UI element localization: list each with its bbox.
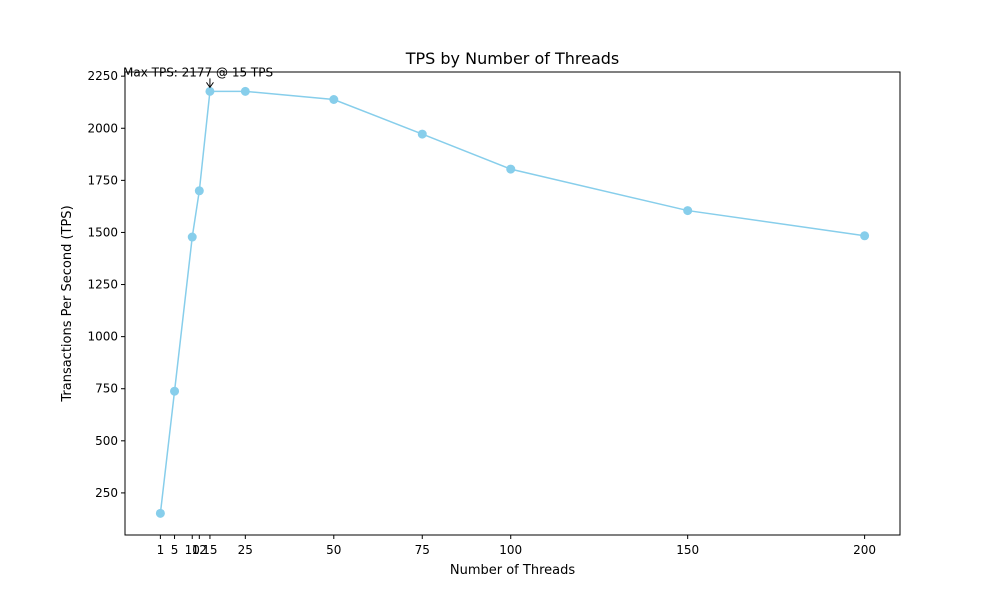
y-tick-label: 500 <box>95 434 118 448</box>
annotation-arrow-head <box>206 82 214 89</box>
y-tick-label: 1250 <box>87 278 118 292</box>
data-point <box>240 86 250 96</box>
data-point <box>187 232 197 242</box>
data-point <box>506 164 516 174</box>
x-tick-label: 200 <box>853 543 876 557</box>
data-point <box>860 231 870 241</box>
x-tick-label: 25 <box>238 543 253 557</box>
x-tick-label: 75 <box>415 543 430 557</box>
y-tick-label: 2250 <box>87 69 118 83</box>
y-tick-label: 1750 <box>87 173 118 187</box>
y-axis-label: Transactions Per Second (TPS) <box>60 205 75 402</box>
series-points <box>155 86 870 518</box>
data-point <box>417 129 427 139</box>
y-tick-label: 2000 <box>87 121 118 135</box>
x-tick-label: 12 <box>192 543 207 557</box>
data-point <box>329 95 339 105</box>
data-point <box>205 86 215 96</box>
y-tick-label: 750 <box>95 382 118 396</box>
x-tick-label: 15 <box>202 543 217 557</box>
data-point <box>683 206 693 216</box>
y-tick-label: 250 <box>95 486 118 500</box>
data-point <box>194 186 204 196</box>
x-axis-label: Number of Threads <box>450 563 575 578</box>
y-axis-ticks: 250 500 750 1000 1250 1500 1750 2000 2250 <box>87 69 125 500</box>
y-tick-label: 1000 <box>87 330 118 344</box>
x-tick-label: 150 <box>676 543 699 557</box>
y-tick-label: 1500 <box>87 225 118 239</box>
x-tick-label: 1 <box>157 543 165 557</box>
x-tick-label: 100 <box>499 543 522 557</box>
data-point <box>155 508 165 518</box>
data-point <box>170 386 180 396</box>
x-tick-label: 10 <box>185 543 200 557</box>
x-tick-label: 50 <box>326 543 341 557</box>
chart-title: TPS by Number of Threads <box>405 49 620 68</box>
plot-frame <box>124 71 901 536</box>
x-tick-label: 5 <box>171 543 179 557</box>
